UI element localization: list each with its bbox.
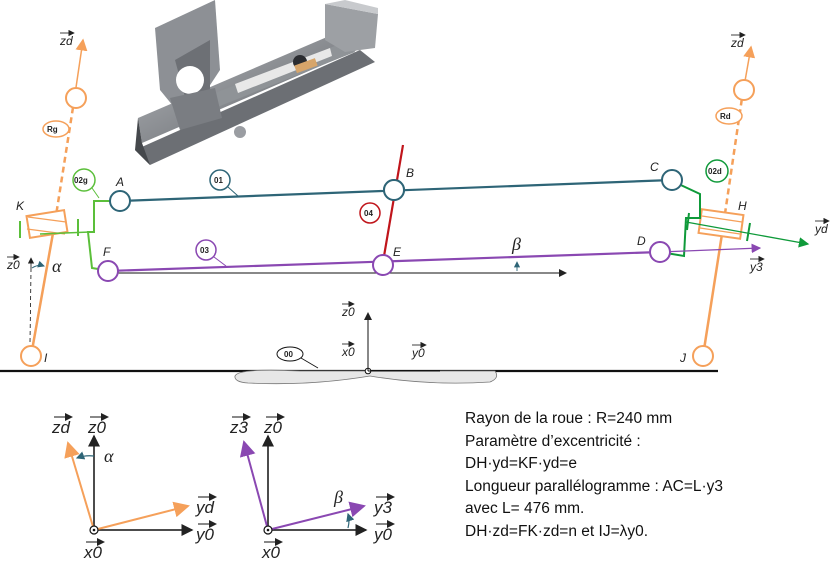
point-D-label: D bbox=[637, 234, 646, 248]
alpha-label-left: α bbox=[52, 256, 62, 276]
pivot-02g: 02g bbox=[19, 168, 120, 271]
tag-02g: 02g bbox=[74, 176, 88, 185]
point-D-circle bbox=[649, 241, 671, 263]
point-F-label: F bbox=[103, 245, 111, 259]
param-n-lambda: DH·zd=FK·zd=n et IJ=λy0. bbox=[465, 522, 649, 540]
tag-01: 01 bbox=[214, 176, 223, 185]
y0-label-frame1: y0 bbox=[195, 525, 215, 544]
beta-label-center: β bbox=[511, 234, 521, 254]
parameters-text: Rayon de la roue : R=240 mm Paramètre d’… bbox=[465, 408, 830, 543]
point-B-label: B bbox=[406, 166, 414, 180]
point-E-label: E bbox=[393, 245, 402, 259]
ground-bump bbox=[234, 369, 498, 385]
y0-label-frame2: y0 bbox=[373, 525, 393, 544]
wheel-top-left bbox=[65, 87, 87, 109]
yd-label-right: yd bbox=[814, 222, 828, 236]
param-eccentricity-eq: DH·yd=KF·yd=e bbox=[465, 455, 577, 472]
frame-alpha: α zd z0 yd y0 x0 bbox=[51, 413, 217, 562]
ground-frame: z0 x0 y0 00 bbox=[276, 300, 440, 372]
z0-label-frame1: z0 bbox=[87, 418, 107, 437]
zd-label-frame: zd bbox=[51, 418, 71, 437]
point-I-label: I bbox=[44, 351, 48, 365]
ground-00 bbox=[0, 367, 718, 385]
point-K-label: K bbox=[16, 199, 25, 213]
z0-label-frame2: z0 bbox=[263, 418, 283, 437]
x0-label-frame2: x0 bbox=[261, 543, 281, 562]
zd-label-left: zd bbox=[59, 34, 73, 48]
wheel-top-right bbox=[733, 79, 755, 101]
tag-00: 00 bbox=[284, 350, 293, 359]
y3-label-right: y3 bbox=[749, 260, 763, 274]
point-H-label: H bbox=[738, 199, 747, 213]
tag-04: 04 bbox=[364, 209, 373, 218]
pivot-02d: yd 02d bbox=[659, 159, 830, 258]
point-A-circle bbox=[109, 190, 131, 212]
point-J-label: J bbox=[679, 351, 687, 365]
tag-00-bubble bbox=[276, 346, 304, 362]
point-E-circle bbox=[372, 254, 394, 276]
x0-label-ground: x0 bbox=[341, 345, 355, 359]
right-wheel-Rd: Rd zd J H bbox=[679, 31, 756, 367]
tag-Rg: Rg bbox=[47, 125, 58, 134]
zd-label-right: zd bbox=[730, 36, 744, 50]
point-J-circle bbox=[692, 345, 714, 367]
point-F-circle bbox=[97, 260, 119, 282]
param-eccentricity-title: Paramètre d’excentricité : bbox=[465, 432, 641, 450]
tag-03: 03 bbox=[200, 246, 209, 255]
param-wheel-radius: Rayon de la roue : R=240 mm bbox=[465, 410, 673, 427]
z0-label-ground: z0 bbox=[341, 305, 355, 319]
bar-04: 04 bbox=[359, 144, 405, 263]
point-I-circle bbox=[20, 345, 42, 367]
point-A-label: A bbox=[115, 175, 124, 189]
point-C-circle bbox=[661, 169, 683, 191]
y0-label-ground: y0 bbox=[411, 346, 425, 360]
left-wheel-Rg: Rg zd I K z0 α bbox=[6, 29, 88, 367]
tag-02d: 02d bbox=[708, 167, 722, 176]
z3-label-frame: z3 bbox=[229, 418, 249, 437]
frame-beta: β z3 z0 y3 y0 x0 bbox=[229, 413, 395, 562]
beta-label: β bbox=[333, 487, 343, 507]
bar-03: F E D 03 β y3 bbox=[97, 234, 765, 282]
param-L-value: avec L= 476 mm. bbox=[465, 500, 585, 517]
y3-label-frame: y3 bbox=[373, 498, 393, 517]
mechanism-render bbox=[135, 0, 378, 165]
z0-label-left: z0 bbox=[6, 258, 20, 272]
pivot-H-box bbox=[697, 208, 745, 240]
yd-label-frame: yd bbox=[195, 498, 215, 517]
param-parallelogram-length: Longueur parallélogramme : AC=L·y3 bbox=[465, 477, 724, 495]
point-C-label: C bbox=[650, 160, 659, 174]
alpha-label: α bbox=[104, 446, 114, 466]
tag-Rd: Rd bbox=[720, 112, 731, 121]
x0-label-frame1: x0 bbox=[83, 543, 103, 562]
